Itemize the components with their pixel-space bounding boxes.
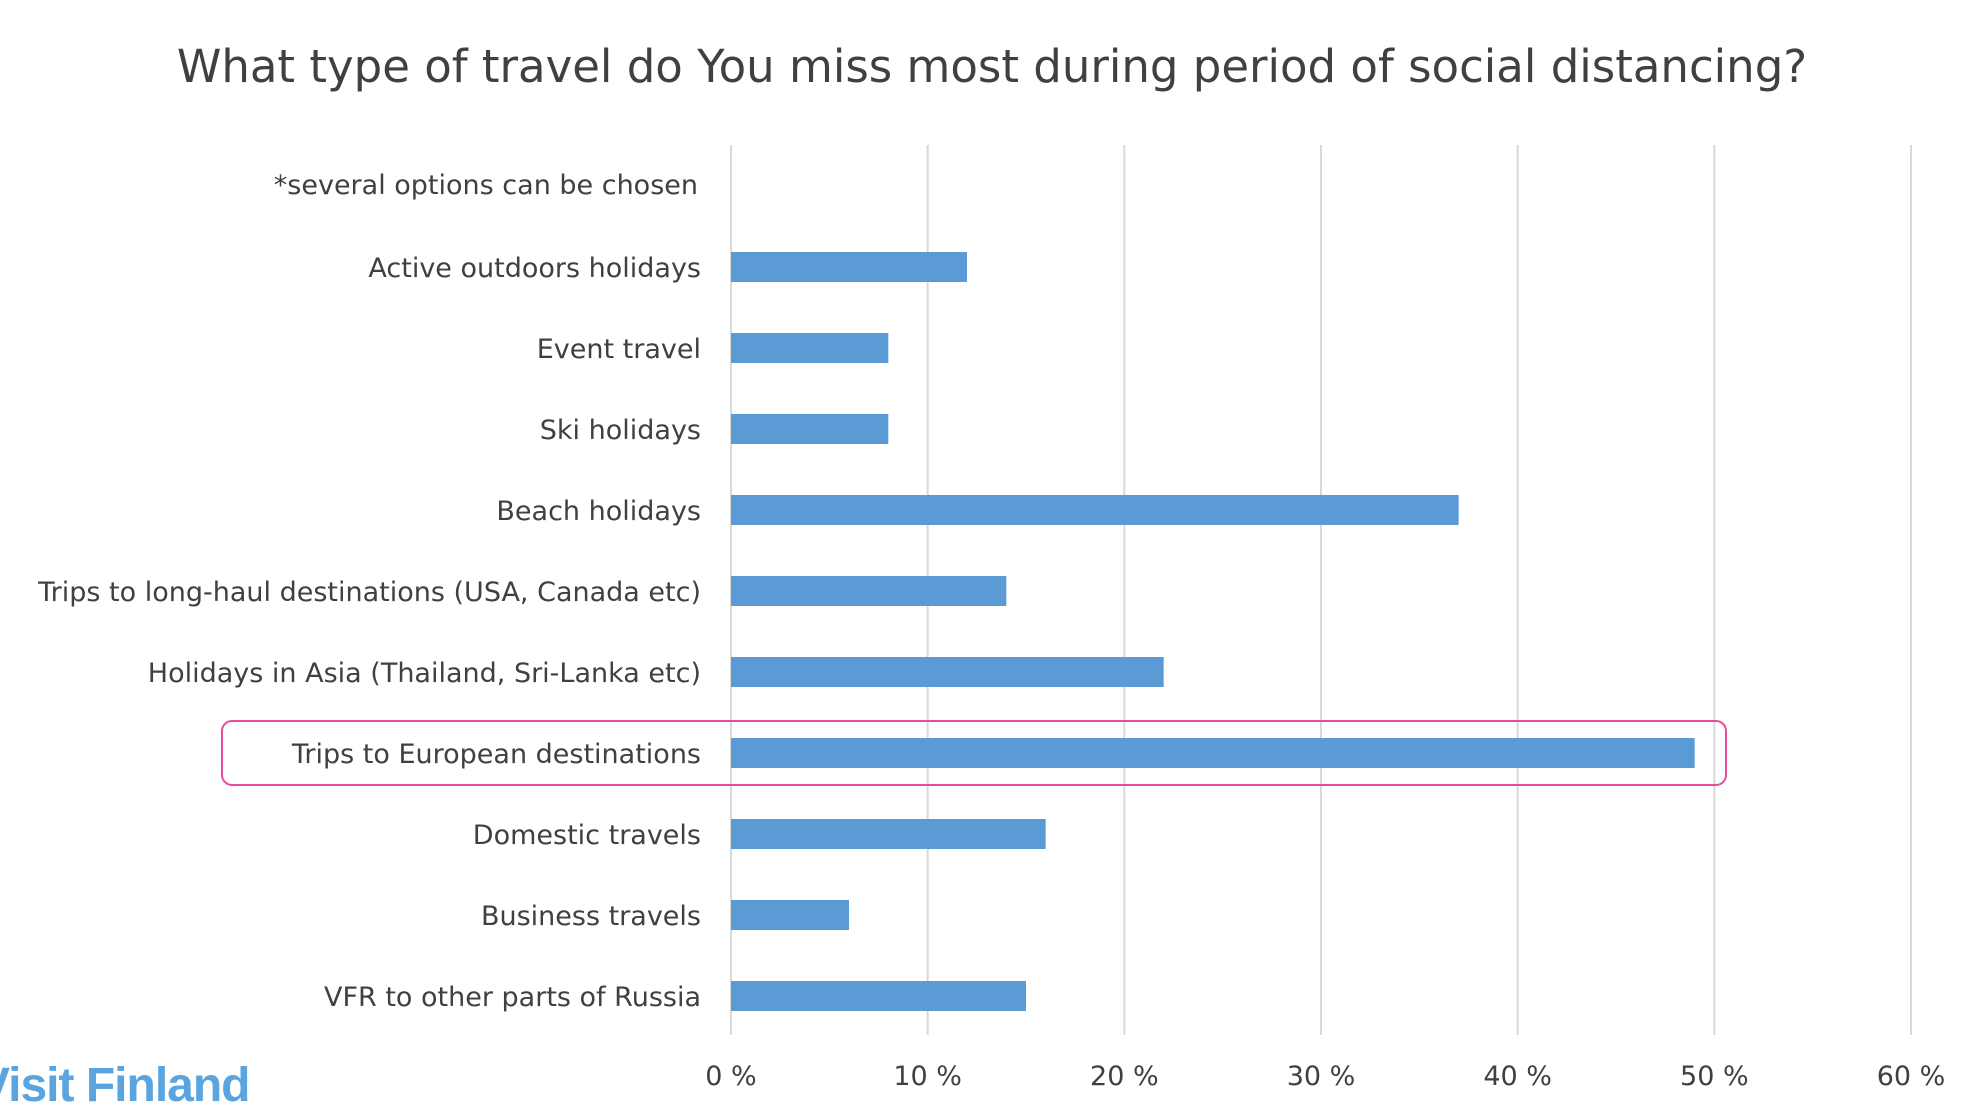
x-tick-label-2: 20 % bbox=[1090, 1061, 1159, 1092]
bar-8 bbox=[731, 900, 849, 930]
bar-1 bbox=[731, 333, 889, 363]
x-tick-label-6: 60 % bbox=[1877, 1061, 1946, 1092]
gridlines bbox=[730, 145, 1912, 1035]
bar-5 bbox=[731, 657, 1164, 687]
bars bbox=[731, 252, 1695, 1011]
category-label-3: Beach holidays bbox=[496, 496, 701, 527]
category-label-1: Event travel bbox=[537, 334, 701, 365]
bar-7 bbox=[731, 819, 1046, 849]
x-tick-labels: 0 % 10 % 20 % 30 % 40 % 50 % 60 % bbox=[705, 1061, 1945, 1092]
category-label-5: Holidays in Asia (Thailand, Sri-Lanka et… bbox=[148, 658, 701, 689]
bar-3 bbox=[731, 495, 1459, 525]
x-tick-label-3: 30 % bbox=[1287, 1061, 1356, 1092]
x-tick-label-5: 50 % bbox=[1680, 1061, 1749, 1092]
bar-2 bbox=[731, 414, 889, 444]
bar-4 bbox=[731, 576, 1007, 606]
category-label-7: Domestic travels bbox=[473, 820, 701, 851]
x-tick-label-0: 0 % bbox=[705, 1061, 756, 1092]
chart-note: *several options can be chosen bbox=[274, 170, 698, 201]
x-tick-label-1: 10 % bbox=[893, 1061, 962, 1092]
visit-finland-logo: Visit Finland bbox=[0, 1059, 250, 1112]
category-labels: Active outdoors holidays Event travel Ski … bbox=[37, 253, 701, 1013]
category-label-6: Trips to European destinations bbox=[291, 739, 701, 770]
category-label-2: Ski holidays bbox=[540, 415, 701, 446]
highlight-layer bbox=[221, 720, 1727, 786]
category-label-4: Trips to long-haul destinations (USA, Ca… bbox=[37, 577, 701, 608]
chart-title: What type of travel do You miss most dur… bbox=[177, 40, 1807, 93]
x-tick-label-4: 40 % bbox=[1483, 1061, 1552, 1092]
highlight-box bbox=[221, 720, 1727, 786]
category-label-0: Active outdoors holidays bbox=[368, 253, 701, 284]
category-label-8: Business travels bbox=[481, 901, 701, 932]
category-label-9: VFR to other parts of Russia bbox=[324, 982, 701, 1013]
bar-9 bbox=[731, 981, 1026, 1011]
bar-0 bbox=[731, 252, 967, 282]
bar-6 bbox=[731, 738, 1695, 768]
